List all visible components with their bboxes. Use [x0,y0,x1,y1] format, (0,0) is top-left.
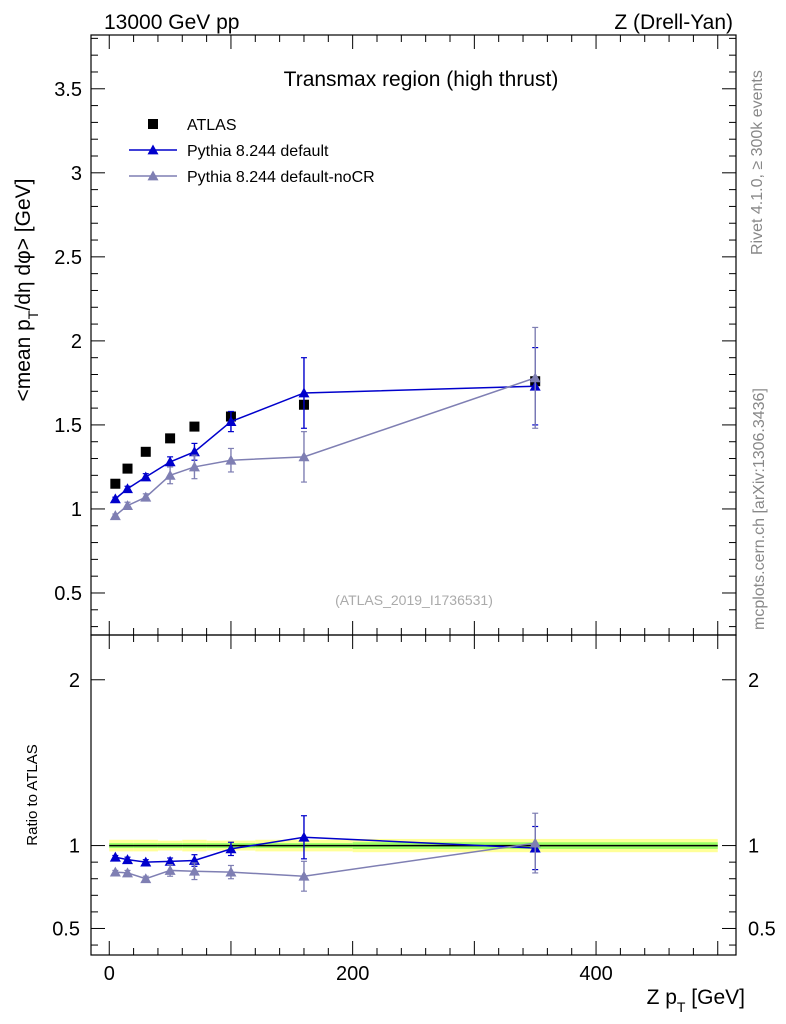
main-y-axis-label: <mean pT/dη dφ> [GeV] [12,179,41,402]
point-nocr [298,451,310,462]
main-panel: 0.5 1 1.5 2 2.5 3 3.5 Transmax region (high th… [12,34,737,636]
ratio-series-nocr [109,812,541,892]
point-data [189,421,200,432]
main-ytick-label: 3 [71,163,82,185]
legend-marker-default [147,144,159,155]
ratio-point-default [109,851,121,862]
ratio-ytick-label-right: 1 [748,836,759,858]
legend-label-data: ATLAS [187,117,237,134]
ratio-point-nocr [188,865,200,876]
process-label: Z (Drell-Yan) [614,11,733,34]
ratio-point-nocr [140,873,152,884]
main-ytick-label: 3.5 [54,79,82,101]
main-ytick-label: 1.5 [54,415,82,437]
legend-label-nocr: Pythia 8.244 default-noCR [187,169,375,186]
point-nocr [140,491,152,502]
ratio-point-default [298,831,310,842]
point-default [164,456,176,467]
point-data [122,463,133,474]
ratio-point-default [164,855,176,866]
ratio-point-nocr [109,866,121,877]
ratio-point-nocr [529,837,541,848]
point-nocr [188,461,200,472]
ratio-ytick-label-left: 1 [69,836,80,858]
point-nocr [164,469,176,480]
ratio-ytick-label-left: 2 [69,670,80,692]
point-default [298,387,310,398]
point-data [165,433,176,444]
ratio-point-default [225,843,237,854]
x-axis-label: Z pT [GeV] [647,986,745,1015]
point-nocr [109,510,121,521]
analysis-label: (ATLAS_2019_I1736531) [335,592,493,608]
ratio-point-nocr [225,866,237,877]
ratio-point-nocr [164,864,176,875]
xtick-label: 200 [336,963,369,985]
ratio-series-default [109,815,541,871]
ratio-point-nocr [122,867,134,878]
ratio-point-nocr [298,870,310,881]
ratio-frame [90,634,737,956]
point-default [225,416,237,426]
series-default [109,347,541,504]
legend-marker-data [148,119,158,129]
point-nocr [122,500,134,510]
point-nocr [225,454,237,465]
point-default [122,483,134,494]
ratio-point-default [122,854,134,865]
ratio-point-default [140,856,152,867]
energy-label: 13000 GeV pp [104,11,239,34]
series-nocr [109,326,541,521]
mcplots-label: mcplots.cern.ch [arXiv:1306.3436] [751,388,768,630]
point-default [140,471,152,482]
point-data [140,446,151,457]
line-default [114,385,536,500]
main-ytick-label: 2.5 [54,247,82,269]
svg-text:<mean pT/dη dφ> [GeV]: <mean pT/dη dφ> [GeV] [12,179,41,402]
line-nocr [114,377,536,517]
ratio-ytick-label-left: 0.5 [52,918,80,940]
legend-marker-nocr [147,170,159,181]
xtick-label: 0 [104,963,115,985]
main-ytick-label: 2 [71,331,82,353]
main-ytick-label: 0.5 [54,583,82,605]
point-data [110,478,121,489]
point-default [188,446,200,457]
legend-label-default: Pythia 8.244 default [187,143,329,160]
ratio-y-axis-label: Ratio to ATLAS [24,744,41,845]
plot-title: Transmax region (high thrust) [284,68,559,91]
ratio-panel: 0.5 0.5 1 1 2 2 0 200 400 Ratio to ATLAS Z pT [G… [24,634,776,1015]
legend: ATLAS Pythia 8.244 default Pythia 8.244 de… [129,117,375,186]
point-default [109,493,121,504]
main-ytick-label: 1 [71,499,82,521]
ratio-ytick-label-right: 0.5 [748,918,776,940]
ratio-ytick-label-right: 2 [748,670,759,692]
xtick-label: 400 [579,963,612,985]
rivet-label: Rivet 4.1.0, ≥ 300k events [749,70,766,255]
svg-text:Z pT [GeV]: Z pT [GeV] [647,986,745,1015]
point-nocr [529,372,541,383]
